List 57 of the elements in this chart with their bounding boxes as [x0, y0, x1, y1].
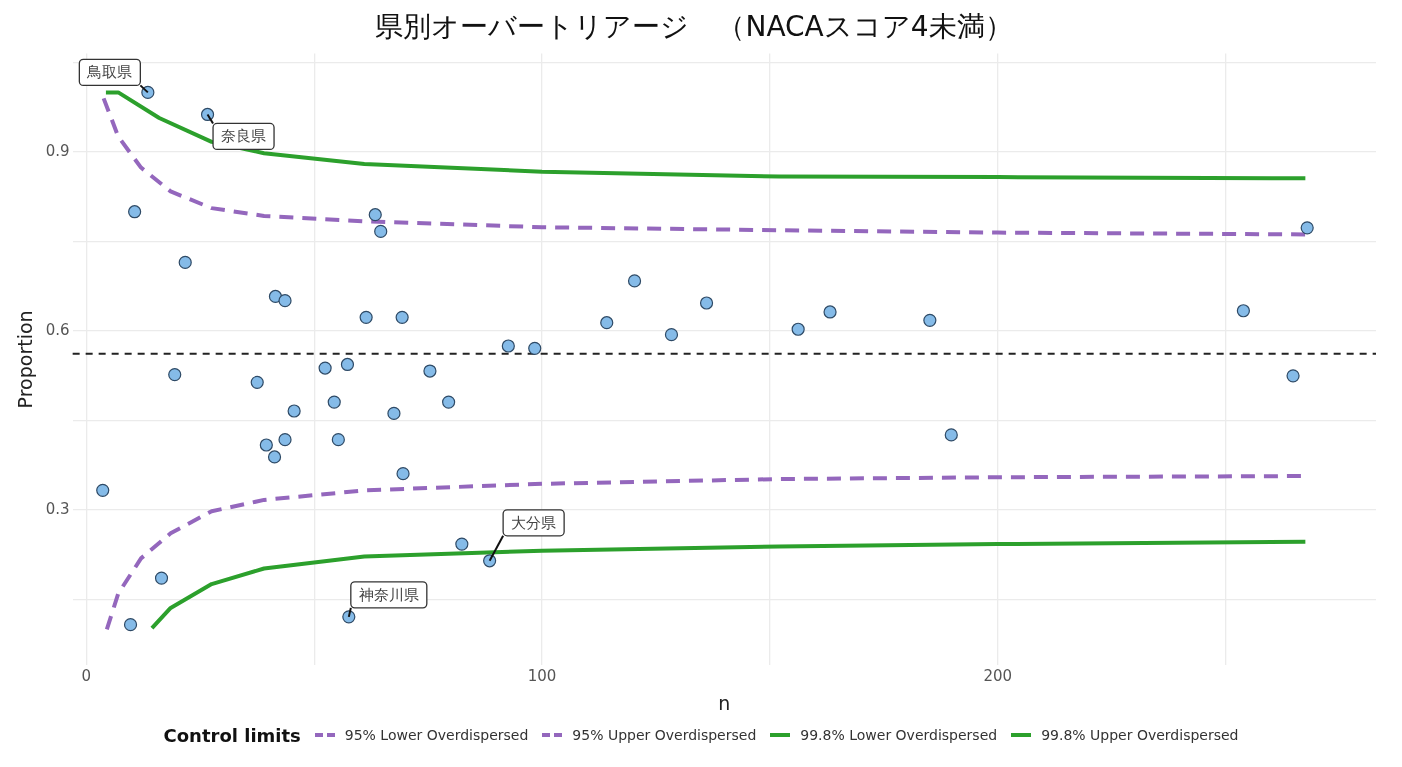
point [600, 316, 614, 330]
point [1286, 369, 1300, 383]
point [627, 274, 642, 288]
point [154, 571, 169, 585]
y-axis-title: Proportion [14, 310, 37, 409]
point [96, 483, 110, 497]
annotation: 鳥取県 [86, 63, 133, 82]
point [331, 433, 345, 447]
point [944, 428, 958, 442]
point [1300, 221, 1314, 235]
legend-label: 99.8% Lower Overdispersed [799, 727, 998, 743]
point [664, 328, 679, 342]
legend-label: 95% Lower Overdispersed [343, 727, 529, 743]
point [528, 341, 542, 355]
point [178, 255, 192, 270]
chart-title: 県別オーバートリアージ （NACAスコア4未満） [375, 10, 1013, 44]
point [374, 224, 388, 239]
legend-label: 99.8% Upper Overdispersed [1040, 727, 1239, 743]
x-tick-label: 200 [983, 667, 1013, 686]
point [455, 537, 469, 551]
annotation: 奈良県 [221, 127, 267, 146]
y-tick-label: 0.9 [45, 141, 70, 160]
point [359, 310, 373, 324]
legend-title: Control limits [163, 724, 301, 746]
point [396, 467, 410, 481]
point [318, 361, 332, 375]
point [368, 208, 382, 222]
x-tick-label: 0 [81, 667, 92, 686]
point [423, 364, 437, 378]
point [123, 618, 138, 632]
annotation: 神奈川県 [358, 585, 419, 604]
point [699, 296, 714, 310]
point [791, 322, 805, 336]
point [395, 310, 409, 324]
point [327, 395, 341, 409]
point [278, 294, 292, 308]
point [1236, 304, 1250, 318]
x-axis-title: n [718, 691, 731, 714]
point [268, 289, 283, 304]
point [267, 450, 282, 464]
point [250, 375, 264, 389]
point [501, 339, 515, 353]
point [340, 357, 355, 372]
point [259, 438, 273, 452]
legend-label: 95% Upper Overdispersed [571, 727, 757, 743]
point [128, 205, 142, 219]
annotation: 大分県 [511, 513, 557, 532]
point [923, 313, 937, 327]
point [387, 406, 401, 420]
x-tick-label: 100 [527, 667, 557, 686]
point [287, 404, 301, 418]
point [442, 395, 456, 409]
point [168, 368, 182, 382]
point [823, 305, 837, 319]
y-tick-label: 0.3 [45, 499, 70, 518]
y-tick-label: 0.6 [45, 320, 70, 339]
point [278, 433, 292, 447]
